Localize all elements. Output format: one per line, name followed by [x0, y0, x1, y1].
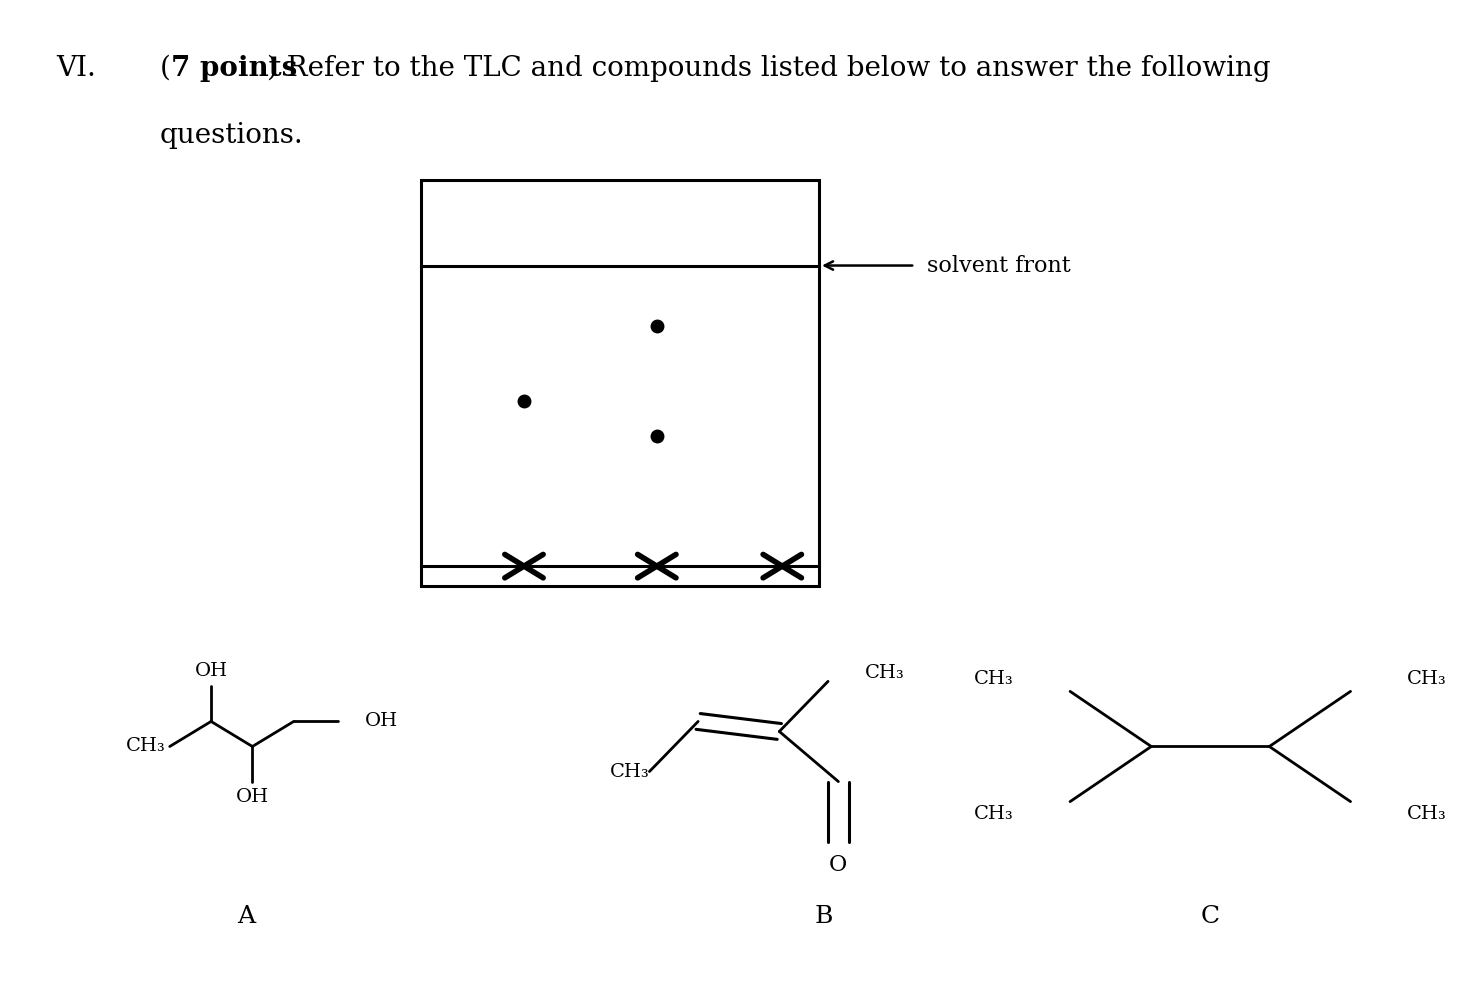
Text: (: ( — [159, 55, 170, 82]
Text: CH₃: CH₃ — [974, 670, 1014, 688]
Text: ) Refer to the TLC and compounds listed below to answer the following: ) Refer to the TLC and compounds listed … — [267, 55, 1271, 82]
Text: questions.: questions. — [159, 122, 303, 149]
Text: solvent front: solvent front — [927, 255, 1070, 277]
Text: A: A — [238, 906, 255, 928]
Bar — [421, 180, 819, 586]
Text: CH₃: CH₃ — [125, 737, 165, 756]
Text: CH₃: CH₃ — [974, 805, 1014, 823]
Text: B: B — [815, 906, 832, 928]
Text: CH₃: CH₃ — [865, 664, 905, 682]
Text: VI.: VI. — [56, 55, 96, 82]
Text: O: O — [830, 854, 847, 876]
Text: OH: OH — [365, 712, 397, 730]
Text: CH₃: CH₃ — [610, 763, 649, 781]
Text: C: C — [1201, 906, 1219, 928]
Text: CH₃: CH₃ — [1407, 670, 1446, 688]
Text: OH: OH — [236, 788, 269, 806]
Text: OH: OH — [195, 662, 227, 680]
Text: CH₃: CH₃ — [1407, 805, 1446, 823]
Text: 7 points: 7 points — [171, 55, 298, 82]
